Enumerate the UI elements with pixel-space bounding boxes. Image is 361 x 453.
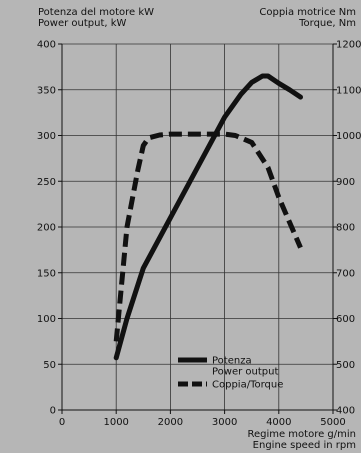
series-layer	[113, 73, 303, 361]
left-tick-label: 250	[37, 177, 56, 188]
left-tick-label: 300	[37, 131, 56, 142]
axes-layer	[58, 43, 337, 414]
x-axis-title: Regime motore g/min	[247, 429, 356, 440]
right-tick-label: 1100	[336, 85, 361, 96]
right-tick-label: 400	[336, 406, 355, 417]
legend-label-power: Power output	[212, 367, 278, 378]
left-axis-title: Power output, kW	[38, 18, 127, 29]
torque-line	[113, 131, 303, 342]
right-tick-label: 700	[336, 268, 355, 279]
x-tick-label: 0	[59, 417, 65, 428]
x-axis-title: Engine speed in rpm	[253, 440, 356, 451]
right-tick-label: 900	[336, 177, 355, 188]
right-tick-label: 1200	[336, 40, 361, 51]
right-tick-label: 800	[336, 223, 355, 234]
legend-label-power: Potenza	[212, 356, 252, 367]
x-tick-label: 4000	[266, 417, 291, 428]
left-axis-title: Potenza del motore kW	[38, 7, 154, 18]
right-tick-label: 1000	[336, 131, 361, 142]
legend-label-torque: Coppia/Torque	[212, 380, 283, 391]
labels-layer: 0 50 100 150 200 250 300 350 400 400 500 600 700 800 9…	[37, 7, 361, 451]
x-tick-label: 3000	[212, 417, 237, 428]
left-tick-label: 50	[43, 360, 56, 371]
right-tick-label: 500	[336, 360, 355, 371]
left-tick-label: 100	[37, 314, 56, 325]
left-tick-label: 150	[37, 268, 56, 279]
left-tick-label: 350	[37, 85, 56, 96]
x-tick-label: 1000	[103, 417, 128, 428]
left-tick-label: 0	[50, 406, 56, 417]
x-tick-label: 2000	[158, 417, 183, 428]
right-axis-title: Torque, Nm	[298, 18, 356, 29]
x-tick-label: 5000	[320, 417, 345, 428]
right-axis-title: Coppia motrice Nm	[259, 7, 356, 18]
right-tick-label: 600	[336, 314, 355, 325]
left-tick-label: 400	[37, 40, 56, 51]
left-tick-label: 200	[37, 223, 56, 234]
power-output-line	[113, 73, 303, 361]
